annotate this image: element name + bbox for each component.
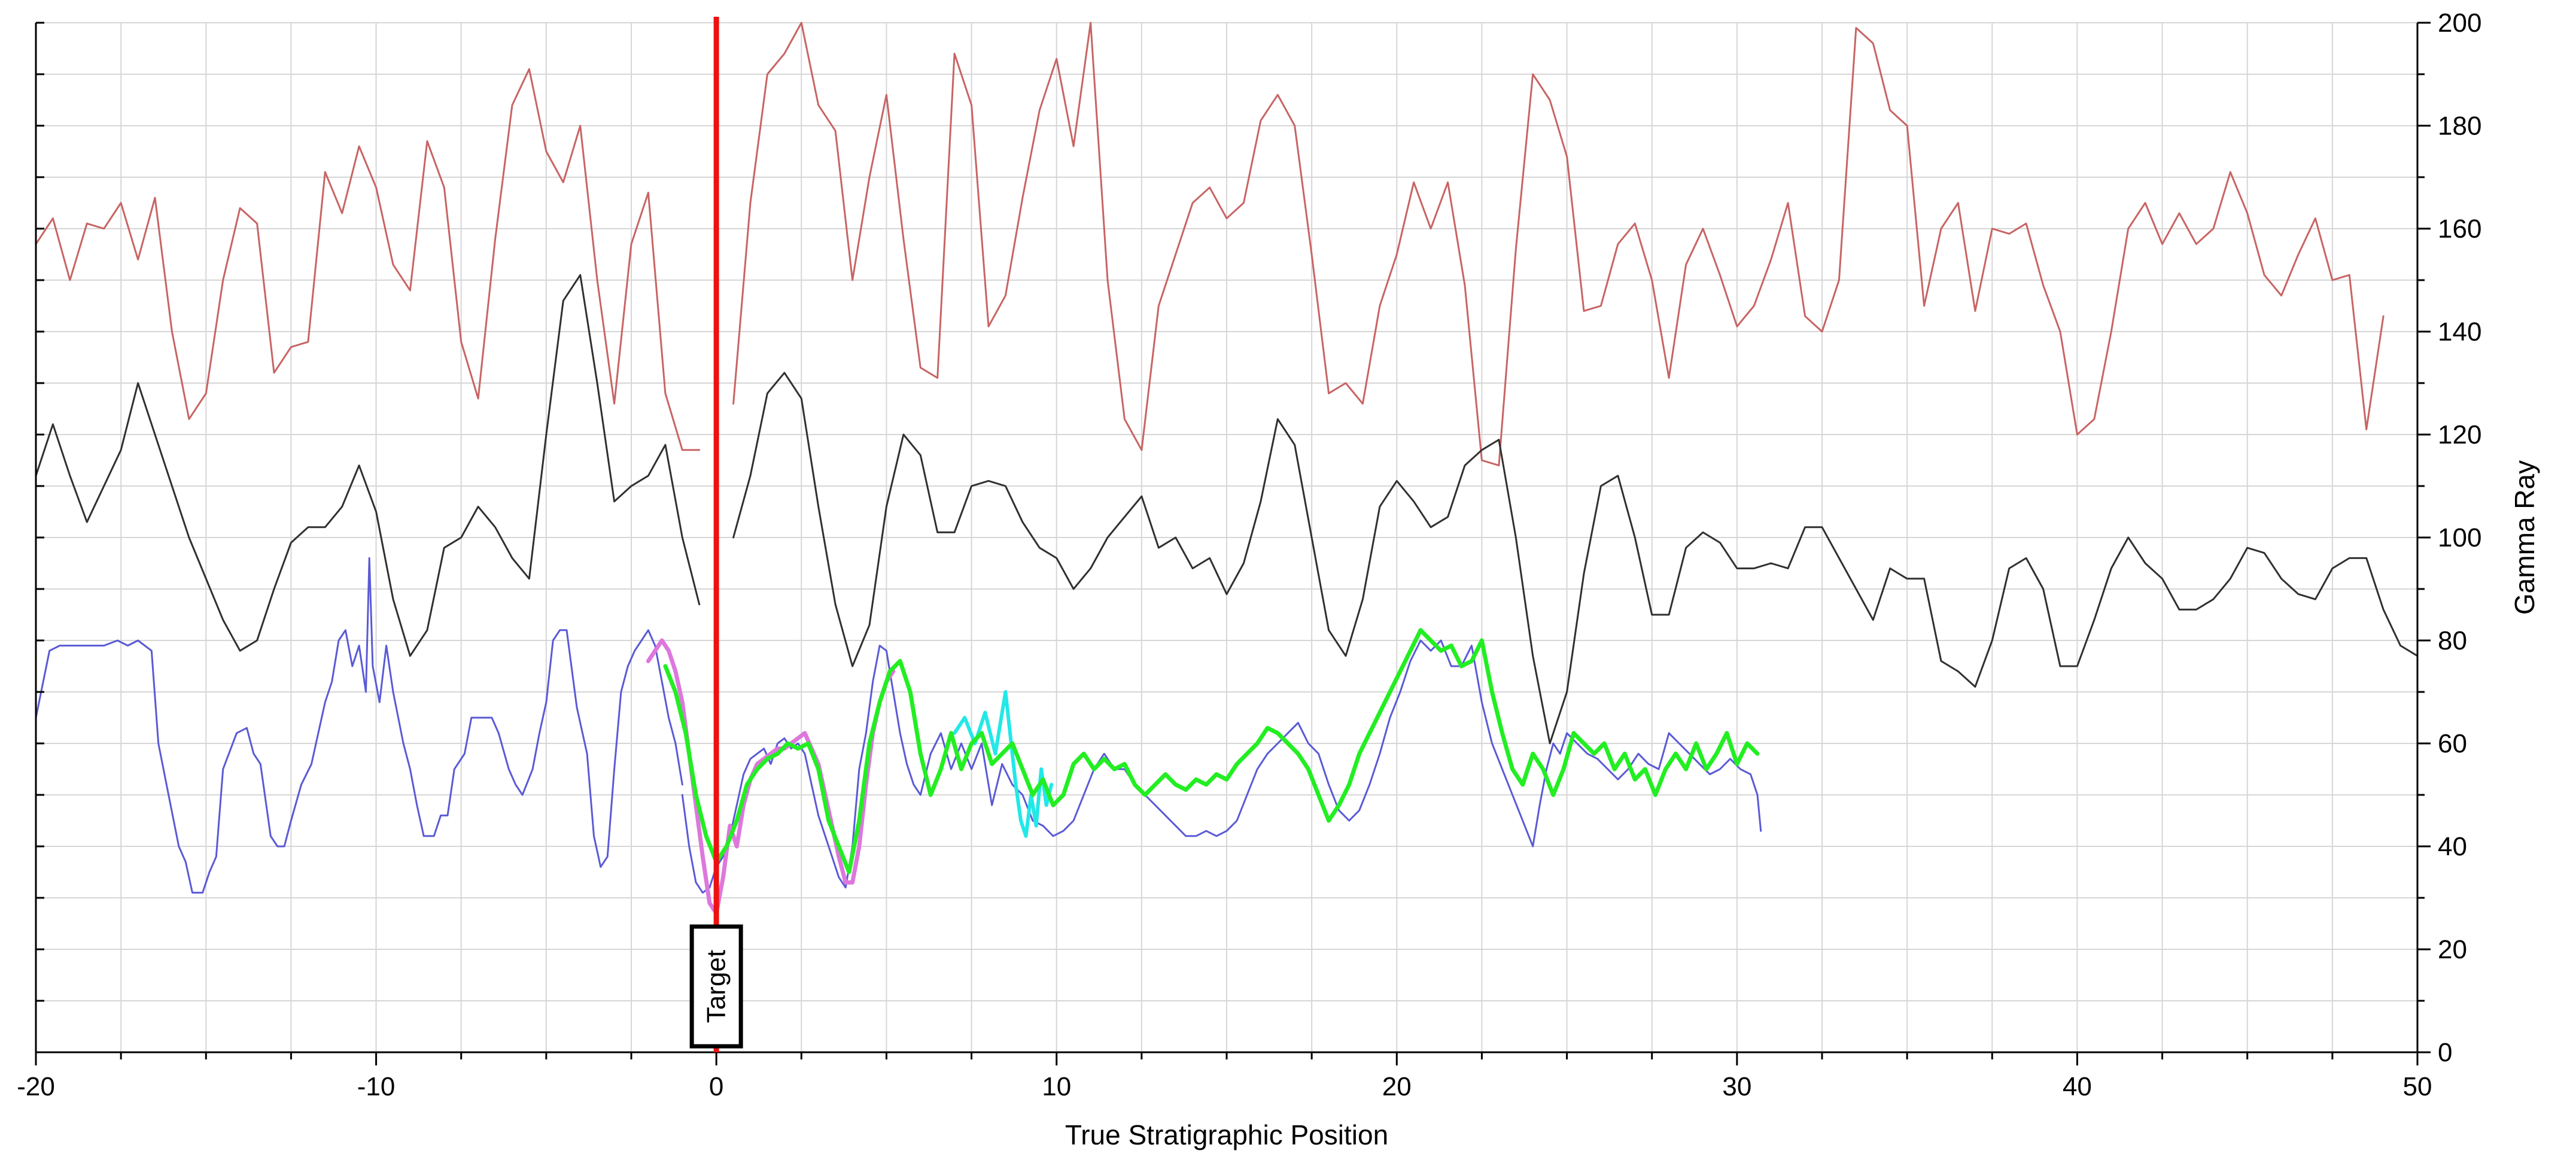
- target-label: Target: [702, 950, 731, 1023]
- series-red: [35, 22, 2385, 467]
- y-tick-label: 20: [2438, 935, 2467, 964]
- x-tick-label: 0: [709, 1072, 723, 1101]
- y-axis-title: Gamma Ray: [2509, 460, 2540, 615]
- series-line-green: [663, 628, 1760, 874]
- y-tick-label: 60: [2438, 729, 2467, 758]
- x-tick-label: 30: [1722, 1072, 1751, 1101]
- y-tick-label: 200: [2438, 8, 2481, 38]
- x-tick-label: -10: [357, 1072, 396, 1101]
- series-blue: [35, 557, 1762, 894]
- series-line-blue: [35, 557, 683, 894]
- grid: [35, 22, 2418, 1053]
- x-tick-label: 50: [2403, 1072, 2432, 1101]
- x-axis-title: True Stratigraphic Position: [1065, 1119, 1388, 1150]
- target-label-box: [689, 924, 743, 1049]
- y-tick-label: 100: [2438, 523, 2481, 552]
- y-axis-ticks: 0 20 40 60 80 100 120 140 160 180 200: [2417, 8, 2481, 1067]
- series-line-blue: [681, 639, 1762, 894]
- y-tick-label: 120: [2438, 420, 2481, 450]
- y-tick-label: 80: [2438, 626, 2467, 655]
- plot-area: [35, 22, 2419, 916]
- series-line-red: [732, 22, 2385, 467]
- series-green: [663, 628, 1760, 874]
- series-line-black: [732, 372, 2419, 745]
- y-tick-label: 140: [2438, 317, 2481, 347]
- x-axis-ticks: -20 -10 0 10 20 30 40 50: [17, 1052, 2432, 1101]
- y-tick-label: 180: [2438, 111, 2481, 141]
- target-marker: Target: [689, 17, 743, 1052]
- series-line-black: [35, 274, 701, 657]
- x-tick-label: 20: [1382, 1072, 1412, 1101]
- series-black: [35, 274, 2419, 745]
- y-tick-label: 40: [2438, 832, 2467, 861]
- x-tick-label: -20: [17, 1072, 55, 1101]
- y-tick-label: 0: [2438, 1038, 2452, 1067]
- y-tick-label: 160: [2438, 214, 2481, 244]
- series-line-red: [35, 68, 701, 451]
- x-tick-label: 40: [2063, 1072, 2092, 1101]
- x-tick-label: 10: [1042, 1072, 1071, 1101]
